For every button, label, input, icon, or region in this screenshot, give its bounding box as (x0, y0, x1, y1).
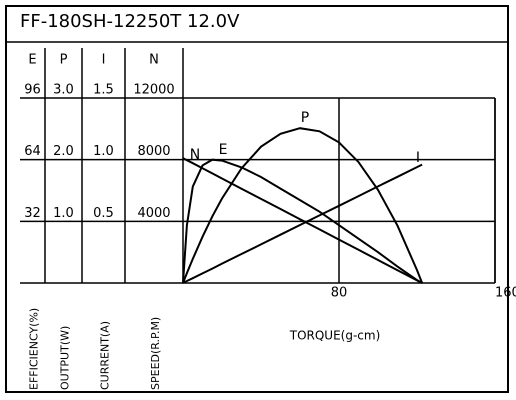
y-tick-label: 2.0 (53, 144, 74, 159)
y-tick-label: 1.0 (93, 144, 114, 159)
curve-label: N (190, 147, 200, 163)
axis-header: E (28, 53, 36, 68)
y-tick-label: 0.5 (93, 206, 114, 221)
axis-label: CURRENT(A) (99, 321, 112, 390)
y-tick-label: 8000 (137, 144, 170, 159)
y-tick-label: 1.0 (53, 206, 74, 221)
axis-label: EFFICIENCY(%) (28, 308, 41, 390)
axis-header: P (60, 53, 68, 68)
axis-header: I (102, 53, 106, 68)
curve (182, 163, 423, 284)
axis-header: N (149, 53, 159, 68)
y-tick-label: 1.5 (93, 83, 114, 98)
x-tick-label: 80 (331, 286, 348, 301)
y-tick-label: 64 (24, 144, 41, 159)
x-axis-label: TORQUE(g-cm) (289, 329, 381, 343)
axis-label: OUTPUT(W) (59, 326, 72, 390)
curve-label: I (416, 150, 420, 166)
y-tick-label: 3.0 (53, 83, 74, 98)
x-tick-label: 160 (495, 286, 516, 301)
curve (182, 127, 424, 284)
axis-label: SPEED(R.P.M) (149, 317, 162, 390)
y-tick-label: 4000 (137, 206, 170, 221)
y-tick-label: 96 (24, 83, 41, 98)
curve-label: P (301, 110, 309, 126)
y-tick-label: 12000 (133, 83, 174, 98)
chart-title: FF-180SH-12250T 12.0V (20, 11, 240, 32)
frame (5, 5, 509, 393)
curve (182, 158, 423, 284)
curve-label: E (219, 142, 228, 158)
curve (182, 157, 423, 284)
y-tick-label: 32 (24, 206, 41, 221)
